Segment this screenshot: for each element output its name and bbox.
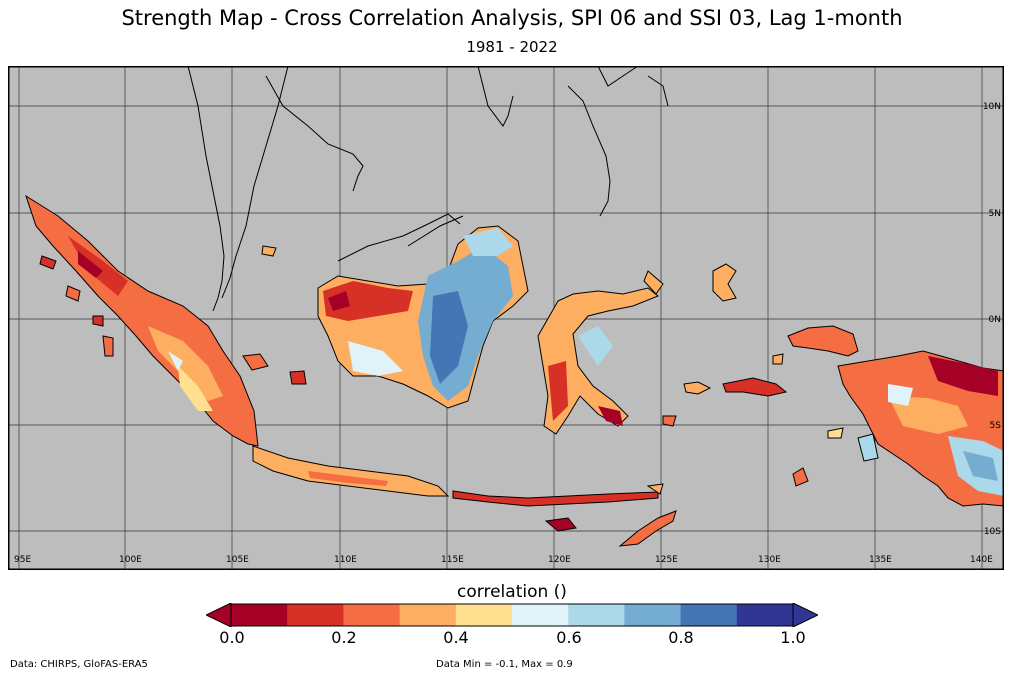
correlation-field bbox=[25, 194, 1004, 547]
colorbar-cells bbox=[230, 603, 794, 627]
seram-island bbox=[722, 377, 788, 397]
lon-label: 105E bbox=[226, 555, 249, 565]
lon-label: 130E bbox=[758, 555, 781, 565]
data-range-note: Data Min = -0.1, Max = 0.9 bbox=[436, 659, 573, 670]
colorbar-cell bbox=[287, 604, 344, 626]
colorbar-label: 1.0 bbox=[780, 628, 806, 647]
lon-label: 120E bbox=[548, 555, 571, 565]
lat-label: 5N bbox=[989, 209, 1001, 219]
lon-label: 140E bbox=[970, 555, 993, 565]
map-subtitle: 1981 - 2022 bbox=[466, 38, 558, 56]
lon-label: 135E bbox=[869, 555, 892, 565]
lon-label: 115E bbox=[441, 555, 464, 565]
map-panel: 95E 100E 105E 110E 115E 120E 125E 130E 1… bbox=[8, 66, 1004, 570]
map-border bbox=[8, 66, 1004, 570]
colorbar-cell bbox=[624, 604, 682, 626]
colorbar-label: 0.6 bbox=[556, 628, 582, 647]
colorbar-cell bbox=[568, 604, 625, 626]
data-source-note: Data: CHIRPS, GloFAS-ERA5 bbox=[10, 659, 148, 670]
lat-label: 10S bbox=[984, 527, 1001, 537]
lon-label: 110E bbox=[334, 555, 357, 565]
lon-label: 95E bbox=[14, 555, 31, 565]
lat-label: 10N bbox=[983, 102, 1001, 112]
java-island bbox=[252, 445, 450, 497]
colorbar-cell bbox=[680, 604, 738, 626]
colorbar-cell bbox=[231, 604, 288, 626]
timor-island bbox=[618, 510, 677, 547]
colorbar-label: 0.4 bbox=[443, 628, 469, 647]
lat-label: 5S bbox=[990, 421, 1002, 431]
axis-labels: 95E 100E 105E 110E 115E 120E 125E 130E 1… bbox=[14, 102, 1001, 565]
colorbar-cell bbox=[455, 604, 513, 626]
lon-label: 100E bbox=[119, 555, 142, 565]
colorbar-cell bbox=[736, 604, 794, 626]
colorbar-label: 0.0 bbox=[219, 628, 245, 647]
halmahera-island bbox=[712, 263, 737, 302]
colorbar bbox=[206, 603, 818, 627]
lesser-sunda-islands bbox=[452, 490, 659, 507]
buru-island bbox=[683, 381, 712, 395]
colorbar-label: 0.8 bbox=[668, 628, 694, 647]
colorbar-cell bbox=[512, 604, 569, 626]
mainland-outlines bbox=[187, 66, 669, 312]
colorbar-over-arrow bbox=[792, 603, 818, 627]
colorbar-label: 0.2 bbox=[331, 628, 357, 647]
map-svg: 95E 100E 105E 110E 115E 120E 125E 130E 1… bbox=[8, 66, 1004, 570]
lon-label: 125E bbox=[655, 555, 678, 565]
map-title: Strength Map - Cross Correlation Analysi… bbox=[121, 6, 903, 30]
colorbar-cell bbox=[399, 604, 457, 626]
lat-label: 0N bbox=[989, 315, 1001, 325]
colorbar-cell bbox=[343, 604, 401, 626]
sulawesi-island bbox=[537, 287, 659, 435]
colorbar-title: correlation () bbox=[457, 582, 567, 602]
colorbar-under-arrow bbox=[206, 603, 232, 627]
